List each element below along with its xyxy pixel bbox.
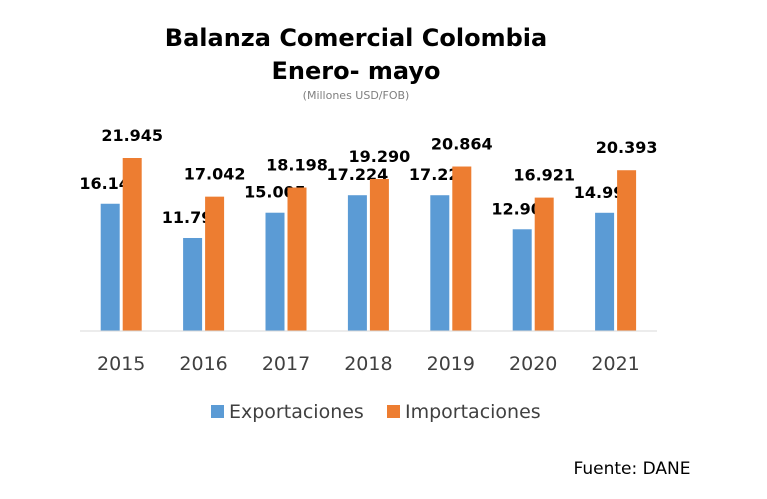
legend: Exportaciones Importaciones	[211, 401, 541, 423]
bar-exportaciones-2015	[100, 203, 120, 331]
bar-importaciones-2021	[617, 170, 637, 331]
x-tick-2018: 2018	[344, 353, 392, 375]
bar-importaciones-2018	[369, 178, 389, 331]
source-note: Fuente: DANE	[574, 459, 691, 479]
x-tick-2015: 2015	[97, 353, 145, 375]
chart-title: Balanza Comercial Colombia	[165, 24, 547, 52]
bar-exportaciones-2016	[183, 237, 203, 331]
chart-subtitle: (Millones USD/FOB)	[303, 89, 410, 102]
x-tick-2021: 2021	[591, 353, 639, 375]
bar-exportaciones-2018	[347, 195, 367, 331]
plot-area: 16.14121.945201511.79817.042201615.00518…	[79, 126, 657, 375]
legend-swatch-importaciones	[387, 405, 400, 418]
data-label-importaciones-2017: 18.198	[266, 156, 328, 175]
bar-exportaciones-2017	[265, 212, 285, 331]
data-label-importaciones-2018: 19.290	[349, 147, 411, 166]
chart-title-line2: Enero- mayo	[272, 57, 441, 85]
bar-importaciones-2019	[452, 166, 472, 331]
x-tick-2019: 2019	[427, 353, 475, 375]
legend-label-exportaciones: Exportaciones	[229, 401, 364, 423]
bar-exportaciones-2021	[595, 212, 615, 331]
bar-exportaciones-2019	[430, 195, 450, 331]
data-label-importaciones-2021: 20.393	[596, 138, 658, 157]
data-label-importaciones-2019: 20.864	[431, 135, 493, 154]
x-tick-2020: 2020	[509, 353, 557, 375]
x-tick-2017: 2017	[262, 353, 310, 375]
legend-label-importaciones: Importaciones	[405, 401, 541, 423]
bar-importaciones-2017	[287, 187, 307, 331]
bar-importaciones-2015	[122, 158, 142, 331]
data-label-importaciones-2016: 17.042	[184, 165, 246, 184]
bar-importaciones-2016	[205, 196, 225, 331]
legend-swatch-exportaciones	[211, 405, 224, 418]
x-tick-2016: 2016	[179, 353, 227, 375]
bar-importaciones-2020	[534, 197, 554, 331]
data-label-importaciones-2020: 16.921	[513, 166, 575, 185]
data-label-importaciones-2015: 21.945	[101, 126, 163, 145]
bar-exportaciones-2020	[512, 229, 532, 331]
